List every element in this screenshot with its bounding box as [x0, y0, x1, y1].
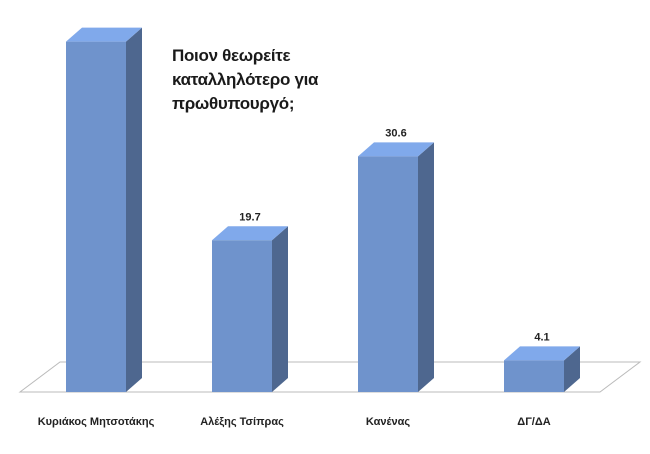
bar-side — [272, 226, 288, 392]
bar — [504, 346, 580, 392]
bar — [358, 142, 434, 392]
bar-side — [126, 27, 142, 393]
value-label: 30.6 — [385, 127, 406, 139]
bar-front — [358, 156, 418, 392]
bar-front — [212, 240, 272, 392]
value-label: 19.7 — [239, 211, 260, 223]
bar-front — [504, 360, 564, 392]
bar-top — [358, 142, 434, 157]
chart-title: Ποιον θεωρείτε καταλληλότερο για πρωθυπο… — [172, 46, 319, 113]
bar-top — [66, 27, 142, 42]
bar — [212, 226, 288, 392]
bar — [66, 27, 142, 393]
bar-top — [504, 346, 580, 361]
x-tick-label: Κανένας — [366, 416, 410, 428]
bar-side — [418, 142, 434, 392]
bar-front — [66, 41, 126, 393]
bar-side — [564, 346, 580, 392]
x-tick-label: Κυριάκος Μητσοτάκης — [38, 416, 155, 428]
x-tick-label: Αλέξης Τσίπρας — [200, 416, 284, 428]
bar-top — [212, 226, 288, 241]
value-label: 4.1 — [534, 331, 549, 343]
x-tick-label: ΔΓ/ΔΑ — [517, 416, 550, 428]
